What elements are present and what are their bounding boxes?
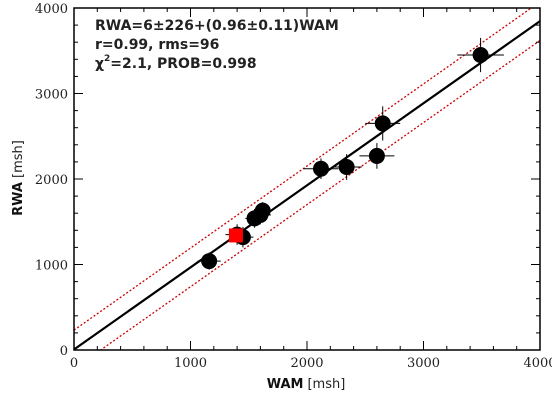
data-point-7 xyxy=(303,158,339,179)
x-axis-unit: [msh] xyxy=(307,377,345,392)
y-tick-label: 3000 xyxy=(35,88,68,103)
data-point-11 xyxy=(457,37,504,73)
point-marker xyxy=(254,202,271,219)
x-tick-label: 4000 xyxy=(523,356,552,371)
plot-content xyxy=(74,8,540,350)
y-axis-name: RWA xyxy=(11,182,26,216)
fit-chi-square: χ2=2.1, PROB=0.998 xyxy=(95,54,257,72)
point-marker xyxy=(374,115,391,132)
chi-value: =2.1, PROB=0.998 xyxy=(110,56,256,72)
data-points xyxy=(197,37,504,270)
y-axis-label: RWA [msh] xyxy=(11,140,26,216)
point-marker xyxy=(472,47,489,64)
fit-lines xyxy=(74,8,540,350)
y-tick-label: 4000 xyxy=(35,2,68,17)
data-point-8 xyxy=(331,154,362,180)
data-point-9 xyxy=(359,143,395,169)
x-tick-label: 3000 xyxy=(407,356,440,371)
point-marker xyxy=(368,147,385,164)
x-tick-label: 2000 xyxy=(290,356,323,371)
x-axis-label: WAM [msh] xyxy=(267,377,346,392)
data-point-12 xyxy=(228,228,243,243)
y-tick-label: 1000 xyxy=(35,259,68,274)
lower-bound-line xyxy=(99,39,540,350)
upper-bound-line xyxy=(74,8,533,331)
fit-statistics: r=0.99, rms=96 xyxy=(95,37,219,53)
point-marker xyxy=(312,160,329,177)
point-marker xyxy=(228,228,243,243)
data-point-6 xyxy=(253,202,273,220)
y-axis-unit: [msh] xyxy=(11,140,26,178)
chi-symbol: χ xyxy=(95,56,104,72)
data-point-10 xyxy=(365,106,401,141)
x-tick-label: 1000 xyxy=(174,356,207,371)
point-marker xyxy=(338,159,355,176)
axis-ticks: 00 1000 1000 2000 2000 3000 3000 4000 4000 xyxy=(35,2,552,371)
point-marker xyxy=(201,253,218,270)
x-tick-label: 0 xyxy=(70,356,78,371)
data-point-1 xyxy=(197,252,221,270)
fit-line xyxy=(74,20,540,350)
fit-equation: RWA=6±226+(0.96±0.11)WAM xyxy=(95,18,339,34)
x-axis-name: WAM xyxy=(267,377,304,392)
y-tick-label: 0 xyxy=(60,344,68,359)
y-tick-label: 2000 xyxy=(35,173,68,188)
chi-exponent: 2 xyxy=(104,54,110,64)
